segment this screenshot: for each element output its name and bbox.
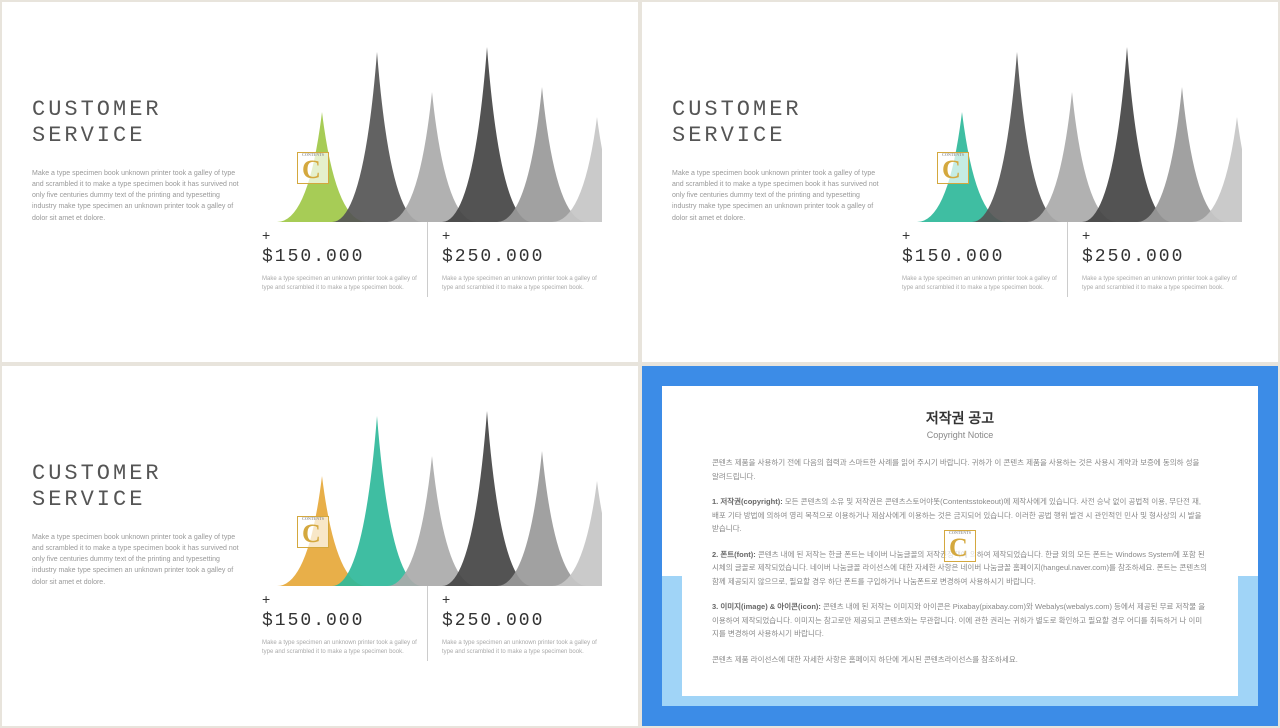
stat-amount: $250.000 [1082, 247, 1242, 267]
stat-amount: $150.000 [262, 247, 422, 267]
copyright-outro: 콘텐츠 제품 라이선스에 대한 자세한 사항은 홈페이지 하단에 게시된 콘텐츠… [712, 653, 1208, 667]
stat-2: + $250.000 Make a type specimen an unkno… [1082, 227, 1262, 293]
stat-amount: $250.000 [442, 611, 602, 631]
stat-caption: Make a type specimen an unknown printer … [902, 275, 1062, 293]
plus-icon: + [442, 227, 602, 243]
plus-icon: + [902, 227, 1062, 243]
stats-row: + $150.000 Make a type specimen an unkno… [262, 227, 622, 293]
peak-chart [902, 42, 1242, 222]
stat-caption: Make a type specimen an unknown printer … [262, 639, 422, 657]
divider [427, 222, 428, 297]
text-block: CUSTOMER SERVICE Make a type specimen bo… [672, 97, 882, 224]
slide-subtext: Make a type specimen book unknown printe… [672, 168, 882, 224]
stat-amount: $150.000 [262, 611, 422, 631]
stat-2: + $250.000 Make a type specimen an unkno… [442, 591, 622, 657]
copyright-p3: 3. 이미지(image) & 아이콘(icon): 콘텐츠 내에 된 저작는 … [712, 600, 1208, 641]
slide-subtext: Make a type specimen book unknown printe… [32, 532, 242, 588]
watermark-logo: CONTENTS C [944, 530, 976, 562]
divider [427, 586, 428, 661]
text-block: CUSTOMER SERVICE Make a type specimen bo… [32, 461, 242, 588]
copyright-subtitle: Copyright Notice [712, 430, 1208, 440]
stat-amount: $250.000 [442, 247, 602, 267]
stat-1: + $150.000 Make a type specimen an unkno… [262, 591, 442, 657]
plus-icon: + [262, 591, 422, 607]
stat-caption: Make a type specimen an unknown printer … [262, 275, 422, 293]
text-block: CUSTOMER SERVICE Make a type specimen bo… [32, 97, 242, 224]
stat-caption: Make a type specimen an unknown printer … [442, 275, 602, 293]
plus-icon: + [1082, 227, 1242, 243]
stat-1: + $150.000 Make a type specimen an unkno… [902, 227, 1082, 293]
stats-row: + $150.000 Make a type specimen an unkno… [262, 591, 622, 657]
watermark-logo: CONTENTS C [297, 516, 329, 548]
slide-2: CUSTOMER SERVICE Make a type specimen bo… [642, 2, 1278, 362]
plus-icon: + [442, 591, 602, 607]
slide-title: CUSTOMER SERVICE [32, 461, 242, 514]
slide-title: CUSTOMER SERVICE [672, 97, 882, 150]
stat-1: + $150.000 Make a type specimen an unkno… [262, 227, 442, 293]
peak-chart [262, 42, 602, 222]
slide-3: CUSTOMER SERVICE Make a type specimen bo… [2, 366, 638, 726]
watermark-logo: CONTENTS C [297, 152, 329, 184]
stat-caption: Make a type specimen an unknown printer … [442, 639, 602, 657]
plus-icon: + [262, 227, 422, 243]
stat-caption: Make a type specimen an unknown printer … [1082, 275, 1242, 293]
slide-title: CUSTOMER SERVICE [32, 97, 242, 150]
copyright-title: 저작권 공고 [712, 408, 1208, 428]
stats-row: + $150.000 Make a type specimen an unkno… [902, 227, 1262, 293]
copyright-intro: 콘텐츠 제품을 사용하기 전에 다음의 협력과 스마트한 사례를 읽어 주시기 … [712, 456, 1208, 483]
slide-1: CUSTOMER SERVICE Make a type specimen bo… [2, 2, 638, 362]
slide-copyright: 저작권 공고 Copyright Notice 콘텐츠 제품을 사용하기 전에 … [642, 366, 1278, 726]
watermark-logo: CONTENTS C [937, 152, 969, 184]
stat-amount: $150.000 [902, 247, 1062, 267]
slide-subtext: Make a type specimen book unknown printe… [32, 168, 242, 224]
divider [1067, 222, 1068, 297]
stat-2: + $250.000 Make a type specimen an unkno… [442, 227, 622, 293]
peak-chart [262, 406, 602, 586]
